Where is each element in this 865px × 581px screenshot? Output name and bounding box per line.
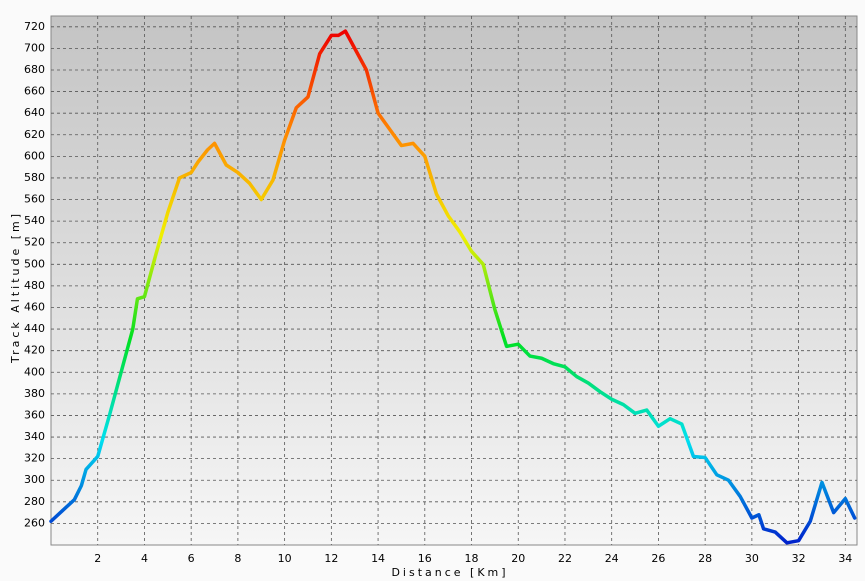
y-axis-label: Track Altitude [m] bbox=[9, 211, 22, 364]
x-tick-label: 12 bbox=[324, 552, 338, 565]
x-tick-label: 6 bbox=[188, 552, 195, 565]
y-tick-label: 720 bbox=[24, 20, 45, 33]
y-tick-label: 260 bbox=[24, 516, 45, 529]
y-tick-label: 420 bbox=[24, 344, 45, 357]
y-tick-label: 680 bbox=[24, 63, 45, 76]
y-tick-label: 580 bbox=[24, 171, 45, 184]
y-tick-label: 400 bbox=[24, 365, 45, 378]
y-tick-label: 460 bbox=[24, 300, 45, 313]
y-tick-label: 500 bbox=[24, 257, 45, 270]
y-tick-label: 560 bbox=[24, 193, 45, 206]
x-tick-label: 2 bbox=[94, 552, 101, 565]
y-tick-label: 640 bbox=[24, 106, 45, 119]
y-tick-label: 320 bbox=[24, 452, 45, 465]
y-tick-label: 520 bbox=[24, 236, 45, 249]
y-tick-label: 700 bbox=[24, 41, 45, 54]
plot-area bbox=[50, 15, 858, 546]
y-tick-label: 340 bbox=[24, 430, 45, 443]
x-tick-label: 32 bbox=[792, 552, 806, 565]
y-tick-label: 540 bbox=[24, 214, 45, 227]
y-tick-label: 620 bbox=[24, 128, 45, 141]
y-tick-label: 280 bbox=[24, 495, 45, 508]
x-tick-label: 10 bbox=[278, 552, 292, 565]
y-tick-label: 480 bbox=[24, 279, 45, 292]
x-tick-label: 14 bbox=[371, 552, 385, 565]
y-tick-label: 600 bbox=[24, 149, 45, 162]
x-tick-label: 26 bbox=[651, 552, 665, 565]
y-tick-label: 360 bbox=[24, 408, 45, 421]
y-tick-label: 380 bbox=[24, 387, 45, 400]
x-tick-label: 34 bbox=[838, 552, 852, 565]
x-axis-label: Distance [Km] bbox=[391, 566, 508, 579]
altitude-line bbox=[49, 29, 857, 545]
x-tick-label: 20 bbox=[511, 552, 525, 565]
x-tick-label: 8 bbox=[234, 552, 241, 565]
x-tick-label: 24 bbox=[605, 552, 619, 565]
x-tick-label: 22 bbox=[558, 552, 572, 565]
x-tick-label: 16 bbox=[418, 552, 432, 565]
x-tick-label: 30 bbox=[745, 552, 759, 565]
y-tick-label: 440 bbox=[24, 322, 45, 335]
y-tick-label: 300 bbox=[24, 473, 45, 486]
x-tick-label: 4 bbox=[141, 552, 148, 565]
y-tick-label: 660 bbox=[24, 85, 45, 98]
x-tick-label: 18 bbox=[465, 552, 479, 565]
x-tick-label: 28 bbox=[698, 552, 712, 565]
